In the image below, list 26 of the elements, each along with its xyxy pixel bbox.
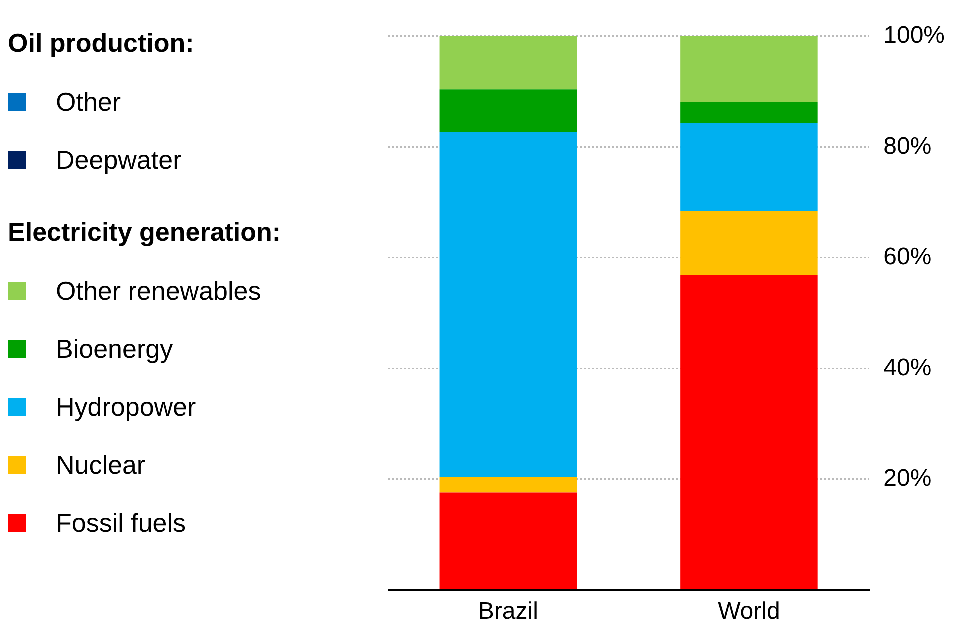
bar [440, 492, 578, 590]
text: Oil production: [8, 28, 196, 59]
bar [680, 102, 818, 124]
legend-label: Fossil fuels [56, 508, 186, 538]
text: Electricity generation: [8, 217, 282, 248]
y-tick-label: 40% [884, 354, 932, 382]
bar [440, 90, 578, 132]
x-tick-label: World [718, 598, 780, 626]
legend-label: Nuclear [56, 450, 146, 480]
legend-label: Deepwater [56, 144, 182, 176]
bar [680, 36, 818, 102]
bar [440, 36, 578, 90]
legend-label: Other [56, 86, 122, 118]
bar [680, 275, 818, 590]
bar [440, 477, 578, 493]
bar [680, 211, 818, 276]
legend-label: Other renewables [56, 276, 262, 306]
legend-label: Hydropower [56, 392, 196, 422]
bar [440, 132, 578, 478]
y-tick-label: 60% [884, 244, 932, 271]
bar [680, 123, 818, 212]
x-tick-label: Brazil [478, 598, 538, 626]
legend-label: Bioenergy [56, 334, 174, 364]
y-tick-label: 100% [884, 22, 946, 50]
y-tick-label: 80% [884, 132, 932, 160]
y-tick-label: 20% [884, 465, 932, 492]
